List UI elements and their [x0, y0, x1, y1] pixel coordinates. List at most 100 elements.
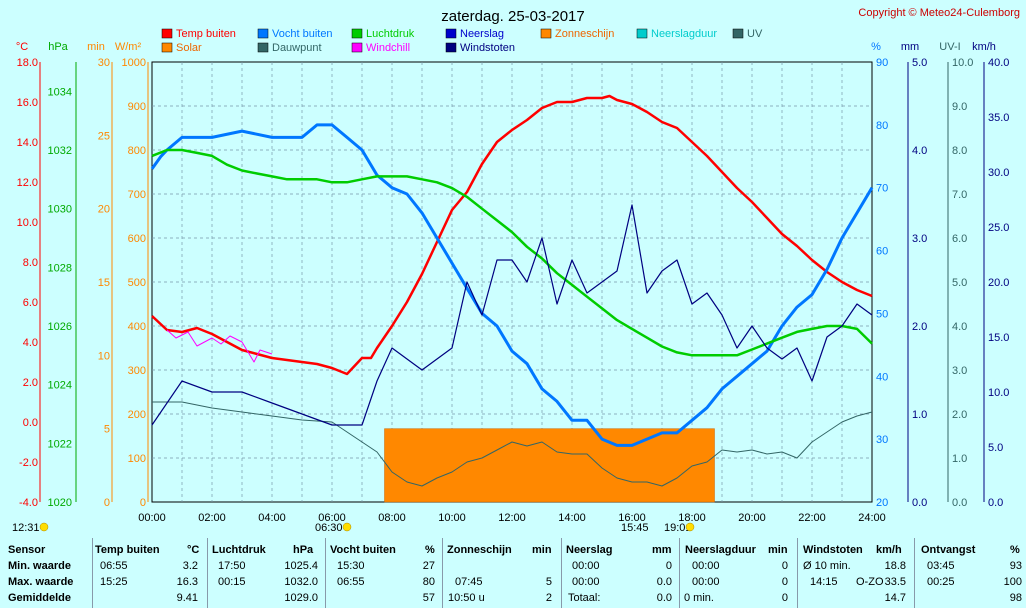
table-divider: [914, 538, 915, 608]
max-wind-time: 14:15: [810, 576, 838, 588]
min-hum-value: 27: [422, 560, 435, 572]
min-rdur-time: 00:00: [692, 560, 720, 572]
axis-tick-uv: 9.0: [952, 101, 967, 113]
legend-swatch: [161, 42, 173, 53]
total-rain-label: Totaal:: [568, 592, 601, 604]
time-annotation: 15:45: [621, 522, 649, 534]
axis-tick-humidity: 80: [876, 120, 888, 132]
col-hum-header: Vocht buiten: [330, 544, 396, 556]
x-tick-label: 20:00: [738, 512, 766, 524]
axis-tick-pressure: 1028: [48, 262, 72, 274]
axis-tick-wind: 15.0: [988, 332, 1009, 344]
table-divider: [797, 538, 798, 608]
row-avg-label: Gemiddelde: [8, 592, 71, 604]
table-divider: [92, 538, 93, 608]
axis-tick-pressure: 1030: [48, 204, 72, 216]
max-recv-value: 100: [1003, 576, 1022, 588]
axis-tick-humidity: 20: [876, 497, 888, 509]
axis-tick-solar: 100: [128, 453, 146, 465]
time-annotation: 12:31: [12, 522, 40, 534]
legend-swatch: [257, 42, 269, 53]
axis-tick-humidity: 40: [876, 371, 888, 383]
x-tick-label: 06:00: [318, 512, 346, 524]
legend-label: Neerslag: [460, 28, 504, 40]
max-hum-time: 06:55: [337, 576, 365, 588]
min-temp-value: 3.2: [182, 560, 198, 572]
x-tick-label: 18:00: [678, 512, 706, 524]
axis-tick-sunshine: 30: [98, 57, 110, 69]
max-rain-value: 0.0: [656, 576, 672, 588]
max-recv-time: 00:25: [927, 576, 955, 588]
max-temp-time: 15:25: [100, 576, 128, 588]
legend-label: Windstoten: [460, 42, 515, 54]
axis-tick-solar: 400: [128, 321, 146, 333]
axis-tick-temp: 16.0: [17, 97, 38, 109]
axis-tick-sunshine: 20: [98, 204, 110, 216]
table-divider: [561, 538, 562, 608]
axis-tick-temp: 8.0: [23, 257, 38, 269]
col-sensor-header: Sensor: [8, 544, 46, 556]
legend-label: Temp buiten: [176, 28, 236, 40]
legend-swatch: [351, 42, 363, 53]
table-divider: [679, 538, 680, 608]
series-line-windstoten: [151, 204, 873, 426]
max-press-time: 00:15: [218, 576, 246, 588]
x-tick-label: 04:00: [258, 512, 286, 524]
copyright-text: Copyright © Meteo24-Culemborg: [858, 7, 1020, 19]
axis-tick-rain: 1.0: [912, 409, 927, 421]
axis-tick-temp: 6.0: [23, 297, 38, 309]
axis-tick-humidity: 90: [876, 57, 888, 69]
axis-tick-wind: 30.0: [988, 167, 1009, 179]
axis-tick-humidity: 70: [876, 183, 888, 195]
axis-tick-humidity: 60: [876, 246, 888, 258]
max-rain-time: 00:00: [572, 576, 600, 588]
axis-tick-sunshine: 15: [98, 277, 110, 289]
col-rain-header: Neerslag: [566, 544, 613, 556]
min-recv-value: 93: [1009, 560, 1022, 572]
avg-temp-value: 9.41: [176, 592, 198, 604]
axis-tick-uv: 2.0: [952, 409, 967, 421]
axis-tick-temp: -4.0: [19, 497, 38, 509]
avg-rdur-time: 0 min.: [684, 592, 714, 604]
axis-tick-temp: 14.0: [17, 137, 38, 149]
legend-label: Zonneschijn: [555, 28, 614, 40]
legend-label: Vocht buiten: [272, 28, 333, 40]
x-tick-label: 10:00: [438, 512, 466, 524]
axis-tick-solar: 600: [128, 233, 146, 245]
series-line-luchtdruk: [151, 148, 873, 357]
col-press-header: Luchtdruk: [212, 544, 266, 556]
max-temp-value: 16.3: [176, 576, 198, 588]
table-divider: [325, 538, 326, 608]
col-rdur-header: Neerslagduur: [685, 544, 756, 556]
avg-sun-value: 2: [545, 592, 552, 604]
max-sun-time: 07:45: [455, 576, 483, 588]
min-rain-time: 00:00: [572, 560, 600, 572]
series-line-vocht-buiten: [150, 123, 874, 447]
max-rdur-time: 00:00: [692, 576, 720, 588]
axis-unit-sunshine: min: [87, 41, 105, 53]
col-recv-unit: %: [1010, 544, 1020, 556]
axis-tick-uv: 3.0: [952, 365, 967, 377]
axis-tick-rain: 2.0: [912, 321, 927, 333]
avg-rdur-value: 0: [781, 592, 788, 604]
legend-label: Dauwpunt: [272, 42, 322, 54]
legend-label: Neerslagduur: [651, 28, 717, 40]
x-tick-label: 22:00: [798, 512, 826, 524]
max-hum-value: 80: [422, 576, 435, 588]
axis-tick-sunshine: 10: [98, 350, 110, 362]
sun-icon: [342, 522, 352, 532]
axis-unit-humidity: %: [871, 41, 881, 53]
axis-tick-solar: 800: [128, 145, 146, 157]
axis-tick-temp: 10.0: [17, 217, 38, 229]
legend-swatch: [540, 28, 552, 39]
series-line-temp-buiten: [151, 94, 873, 376]
legend-swatch: [161, 28, 173, 39]
axis-tick-temp: 18.0: [17, 57, 38, 69]
axis-tick-rain: 0.0: [912, 497, 927, 509]
axis-tick-pressure: 1020: [48, 497, 72, 509]
row-max-label: Max. waarde: [8, 576, 74, 588]
time-annotation: 06:30: [315, 522, 343, 534]
min-press-value: 1025.4: [284, 560, 318, 572]
legend-swatch: [732, 28, 744, 39]
weather-chart: zaterdag. 25-03-2017 Copyright © Meteo24-…: [12, 7, 1020, 534]
